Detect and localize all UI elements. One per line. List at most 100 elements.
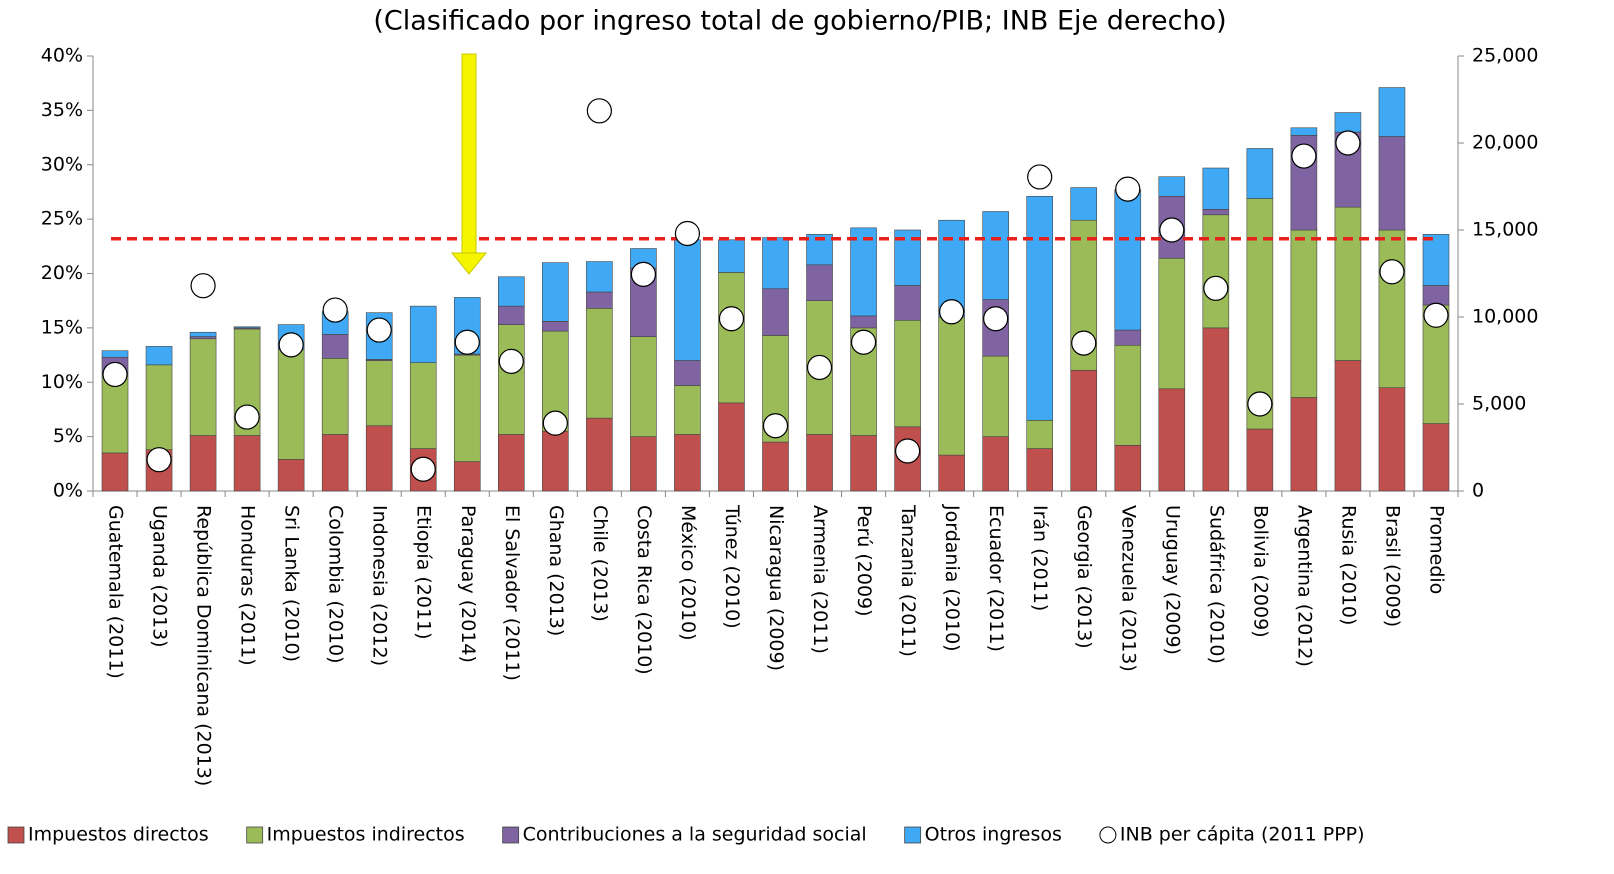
y-tick-label: 5% [53, 425, 83, 447]
bar-segment [1378, 229, 1406, 388]
bar-segment [1158, 176, 1186, 197]
arrow-head [450, 252, 488, 275]
bar-segment [674, 434, 701, 492]
gni-point [586, 98, 612, 124]
bar-segment [1290, 229, 1318, 398]
x-tick-label: Perú (2009) [853, 505, 875, 617]
legend-swatch [7, 826, 25, 844]
bar-segment [453, 354, 481, 462]
bar-segment [806, 434, 833, 492]
bar-segment [1378, 136, 1406, 231]
bar-segment [409, 362, 437, 449]
bar-segment [1114, 445, 1142, 492]
bar-segment [586, 261, 613, 293]
bar-segment [1246, 428, 1274, 492]
bar-segment [145, 346, 173, 366]
annotation-arrow [450, 53, 488, 275]
y2-tick-label: 25,000 [1472, 45, 1538, 67]
bar-segment [498, 434, 525, 492]
bar-segment [1422, 234, 1450, 286]
bar-segment [850, 435, 877, 492]
y-tick-label: 0% [53, 480, 83, 502]
gni-point [630, 261, 657, 287]
gni-point [1291, 143, 1317, 169]
legend-item: Impuestos directos [7, 824, 209, 846]
bar-segment [189, 331, 217, 337]
bar-segment [365, 425, 393, 492]
gni-point [542, 410, 568, 436]
y-tick-label: 25% [41, 208, 83, 230]
y2-tick-label: 5,000 [1472, 393, 1526, 415]
bar-segment [938, 454, 965, 492]
x-tick-label: Ghana (2013) [545, 505, 567, 636]
bar-segment [850, 315, 877, 329]
y2-tick-label: 15,000 [1472, 219, 1538, 241]
bar-segment [233, 326, 261, 329]
arrow-shaft [461, 53, 477, 255]
gni-point [410, 456, 436, 482]
x-tick-label: Colombia (2010) [325, 505, 347, 664]
bar-segment [1070, 369, 1098, 492]
bar-segment [1290, 397, 1318, 492]
y-tick-label: 30% [41, 153, 83, 175]
bar-segment [409, 305, 437, 363]
bar-segment [1158, 388, 1186, 492]
gni-point [1379, 259, 1405, 285]
bar-segment [1202, 209, 1230, 216]
gni-point [762, 413, 789, 439]
bar-segment [674, 385, 701, 435]
bar-segment [189, 336, 217, 340]
bar-segment [1334, 360, 1362, 492]
bar-segment [101, 452, 129, 492]
bar-segment [145, 364, 173, 450]
bar-segment [1070, 187, 1098, 221]
bar-segment [762, 288, 789, 336]
bar-segment [233, 435, 261, 492]
x-tick-label: Honduras (2011) [237, 505, 259, 666]
bar-segment [1334, 206, 1362, 361]
chart-title: (Clasificado por ingreso total de gobier… [373, 6, 1226, 37]
bar-segment [982, 436, 1009, 492]
bar-segment [894, 319, 921, 428]
bar-segment [542, 321, 569, 332]
gni-point [806, 354, 833, 381]
bar-segment [321, 334, 349, 359]
bar-segment [1026, 448, 1053, 492]
bar-segment [1202, 327, 1230, 492]
gni-point [1071, 330, 1097, 356]
bar-segment [498, 324, 525, 435]
bar-segment [542, 262, 569, 322]
x-tick-label: Tanzania (2011) [897, 504, 919, 657]
bar-segment [1246, 148, 1274, 199]
gni-point [1027, 164, 1053, 190]
bar-segment [1334, 112, 1362, 133]
bar-segment [498, 305, 525, 325]
bar-segment [1026, 420, 1053, 449]
legend-swatch [1099, 826, 1117, 844]
y-tick-label: 10% [41, 371, 83, 393]
x-tick-label: Paraguay (2014) [457, 505, 479, 663]
bar-segment [498, 276, 525, 307]
bar-segment [542, 430, 569, 492]
gni-point [1335, 130, 1361, 156]
legend-item: Otros ingresos [904, 824, 1062, 846]
legend-label: INB per cápita (2011 PPP) [1120, 824, 1365, 846]
bar-segment [1114, 189, 1142, 331]
y2-tick-label: 10,000 [1472, 306, 1538, 328]
bar-segment [938, 316, 965, 456]
gni-point [498, 348, 524, 374]
gni-point [939, 299, 965, 325]
bar-segment [1246, 198, 1274, 430]
x-tick-label: Argentina (2012) [1293, 505, 1315, 667]
bar-segment [321, 434, 349, 492]
bar-segment [982, 355, 1009, 437]
bar-segment [630, 336, 657, 437]
legend-swatch [502, 826, 520, 844]
y-tick-label: 35% [41, 99, 83, 121]
legend-label: Impuestos indirectos [267, 824, 465, 846]
bar-segment [1158, 257, 1186, 390]
gni-point [1115, 176, 1141, 202]
gni-point [146, 447, 172, 473]
gni-point [454, 329, 480, 355]
bar-segment [630, 436, 657, 492]
